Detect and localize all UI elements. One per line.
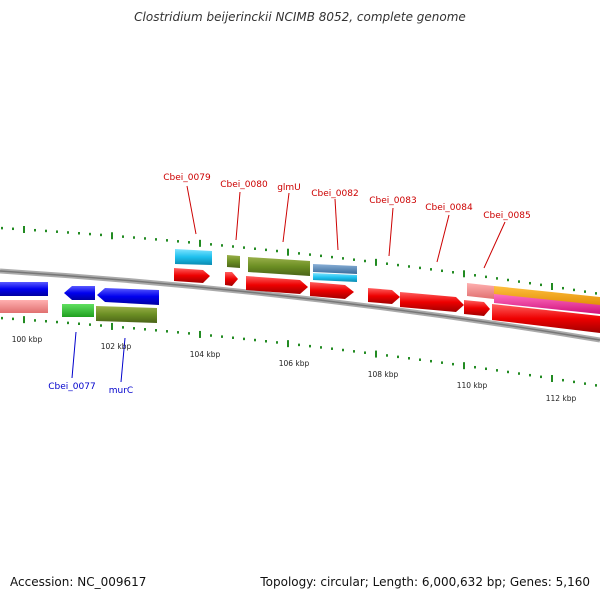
- gene-block: [494, 294, 600, 314]
- topology-label: Topology: circular; Length: 6,000,632 bp…: [260, 575, 590, 589]
- gene-arrow: [174, 268, 210, 283]
- gene-block: [313, 264, 357, 274]
- scale-label: 104 kbp: [190, 350, 221, 359]
- gene-block: [227, 255, 240, 268]
- gene-label: Cbei_0080: [220, 180, 268, 190]
- gene-arrow: [400, 292, 464, 312]
- gene-block: [494, 286, 600, 307]
- accession-label: Accession: NC_009617: [10, 575, 147, 589]
- gene-block: [248, 257, 310, 276]
- scale-label: 102 kbp: [101, 342, 132, 351]
- gene-label: Cbei_0082: [311, 189, 358, 199]
- gene-label: murC: [109, 386, 133, 396]
- gene-arrow: [368, 288, 400, 304]
- scale-label: 108 kbp: [368, 370, 399, 379]
- reverse-features: [0, 282, 159, 323]
- gene-block: [175, 249, 212, 265]
- gene-arrow: [225, 272, 238, 286]
- forward-callouts: [186, 185, 506, 269]
- genome-backbone-core: [0, 270, 600, 341]
- gene-arrow: [97, 288, 159, 305]
- reverse-callouts: [71, 331, 126, 383]
- gene-arrow: [464, 300, 490, 316]
- forward-features: [174, 249, 600, 333]
- gene-block: [0, 300, 48, 313]
- scale-label: 110 kbp: [457, 381, 488, 390]
- gene-label: Cbei_0084: [425, 203, 473, 213]
- gene-label: Cbei_0085: [483, 211, 530, 221]
- gene-block: [96, 306, 157, 323]
- gene-block: [467, 283, 494, 299]
- gene-label: Cbei_0079: [163, 173, 211, 183]
- reverse-gene-labels: Cbei_0077 murC: [48, 382, 133, 396]
- gene-label: Cbei_0083: [369, 196, 416, 206]
- gene-arrow: [246, 276, 308, 294]
- map-title: Clostridium beijerinckii NCIMB 8052, com…: [134, 10, 466, 24]
- tick-rows: [1, 225, 597, 387]
- gene-label: Cbei_0077: [48, 382, 95, 392]
- scale-label: 112 kbp: [546, 394, 577, 403]
- scale-labels: 100 kbp 102 kbp 104 kbp 106 kbp 108 kbp …: [12, 335, 577, 403]
- gene-arrow: [64, 286, 95, 300]
- gene-arrow: [310, 282, 354, 299]
- gene-arrow: [0, 282, 48, 296]
- gene-label: glmU: [277, 183, 301, 193]
- gene-arrow: [492, 304, 600, 333]
- scale-label: 100 kbp: [12, 335, 43, 344]
- gene-block: [62, 304, 94, 317]
- forward-gene-labels: Cbei_0079 Cbei_0080 glmU Cbei_0082 Cbei_…: [163, 173, 530, 221]
- gene-block: [313, 273, 357, 282]
- scale-label: 106 kbp: [279, 359, 310, 368]
